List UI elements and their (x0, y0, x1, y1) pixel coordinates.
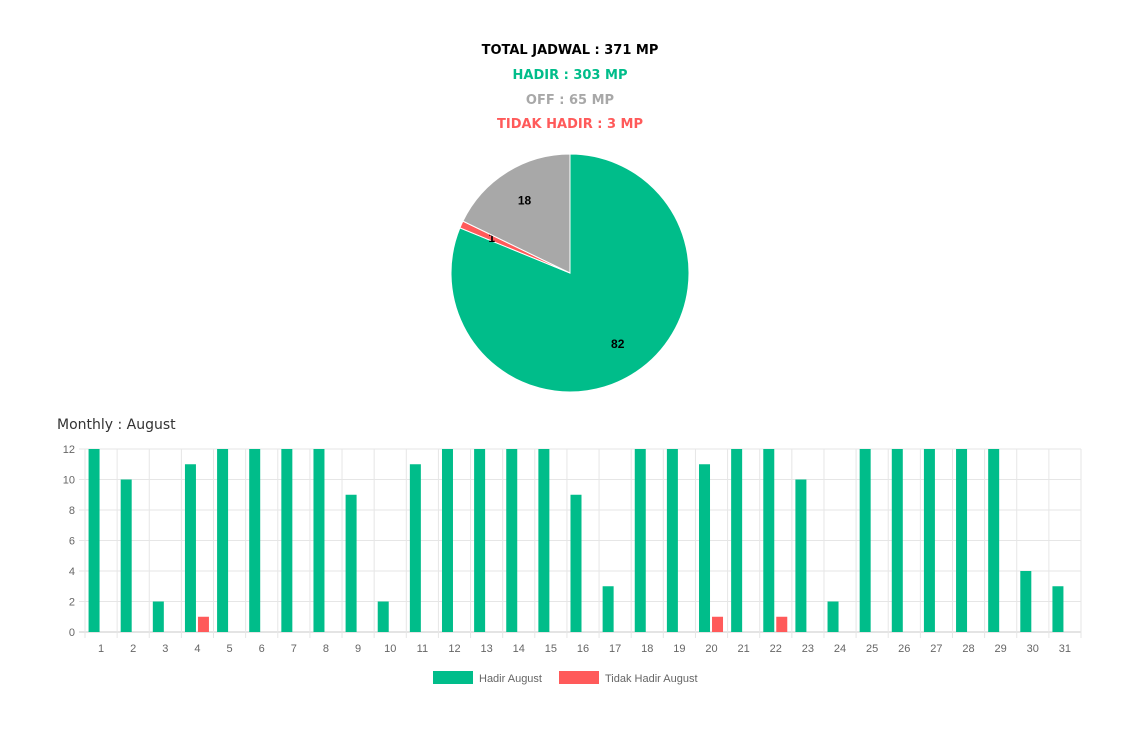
present-bar[interactable] (763, 449, 775, 632)
x-tick-label: 17 (609, 643, 621, 655)
present-bar[interactable] (699, 464, 711, 632)
x-tick-label: 4 (194, 643, 200, 655)
present-bar[interactable] (120, 479, 132, 633)
x-tick-label: 2 (130, 643, 136, 655)
present-bar[interactable] (152, 601, 164, 633)
legend-label[interactable]: Tidak Hadir August (605, 673, 698, 685)
present-bar[interactable] (313, 449, 325, 632)
present-bar[interactable] (506, 449, 518, 632)
present-bar[interactable] (441, 449, 453, 632)
present-bar[interactable] (795, 479, 807, 633)
y-tick-label: 8 (69, 505, 75, 517)
x-tick-label: 26 (898, 643, 910, 655)
x-tick-label: 21 (738, 643, 750, 655)
x-tick-label: 15 (545, 643, 557, 655)
x-tick-label: 13 (480, 643, 492, 655)
off-count-text: OFF : 65 MP (525, 93, 615, 108)
present-bar[interactable] (217, 449, 229, 632)
pie-slice-label: 18 (518, 193, 532, 207)
x-tick-label: 31 (1059, 643, 1071, 655)
present-bar[interactable] (988, 449, 1000, 632)
present-bar[interactable] (1052, 586, 1064, 632)
x-tick-label: 5 (227, 643, 233, 655)
present-bar[interactable] (474, 449, 486, 632)
x-tick-label: 11 (417, 643, 428, 655)
present-bar[interactable] (827, 601, 839, 633)
present-bar[interactable] (1020, 571, 1032, 632)
x-tick-label: 30 (1027, 643, 1039, 655)
y-tick-label: 6 (69, 536, 75, 548)
present-bar[interactable] (956, 449, 968, 632)
present-bar[interactable] (891, 449, 903, 632)
x-tick-label: 9 (355, 643, 361, 655)
present-bar[interactable] (859, 449, 871, 632)
y-tick-label: 10 (63, 475, 75, 487)
x-tick-label: 7 (291, 643, 297, 655)
x-tick-label: 29 (995, 643, 1007, 655)
absent-bar[interactable] (712, 616, 724, 632)
attendance-pie-chart: 82 1 18 (450, 153, 690, 393)
x-tick-label: 18 (641, 643, 653, 655)
legend-swatch (433, 671, 473, 684)
x-tick-label: 25 (866, 643, 878, 655)
y-tick-label: 12 (63, 444, 75, 456)
present-bar[interactable] (377, 601, 389, 633)
x-tick-label: 27 (930, 643, 942, 655)
total-schedule-text: TOTAL JADWAL : 371 MP (481, 43, 659, 58)
y-tick-label: 4 (69, 566, 75, 578)
present-bar[interactable] (602, 586, 614, 632)
x-tick-label: 6 (259, 643, 265, 655)
pie-slice[interactable] (462, 153, 571, 274)
legend-swatch (559, 671, 599, 684)
x-tick-label: 8 (323, 643, 329, 655)
x-tick-label: 10 (384, 643, 396, 655)
present-bar[interactable] (184, 464, 196, 632)
x-tick-label: 23 (802, 643, 814, 655)
x-tick-label: 20 (705, 643, 717, 655)
present-bar[interactable] (281, 449, 293, 632)
monthly-chart-title: Monthly : August (57, 417, 176, 433)
present-bar[interactable] (570, 494, 582, 632)
pie-slice-label: 1 (488, 231, 495, 245)
present-bar[interactable] (634, 449, 646, 632)
x-tick-label: 16 (577, 643, 589, 655)
y-tick-label: 2 (69, 597, 75, 609)
pie-slice-label: 82 (611, 337, 625, 351)
x-tick-label: 22 (770, 643, 782, 655)
present-bar[interactable] (88, 449, 100, 632)
present-bar[interactable] (666, 449, 678, 632)
present-bar[interactable] (731, 449, 743, 632)
absent-count-text: TIDAK HADIR : 3 MP (496, 117, 644, 132)
pie-slice[interactable] (450, 153, 690, 393)
present-bar[interactable] (409, 464, 421, 632)
absent-bar[interactable] (197, 616, 209, 632)
legend-label[interactable]: Hadir August (479, 673, 542, 685)
y-tick-label: 0 (69, 627, 75, 639)
present-count-text: HADIR : 303 MP (512, 68, 628, 83)
x-tick-label: 12 (448, 643, 460, 655)
x-tick-label: 24 (834, 643, 846, 655)
x-tick-label: 28 (962, 643, 974, 655)
x-tick-label: 3 (162, 643, 168, 655)
x-tick-label: 19 (673, 643, 685, 655)
present-bar[interactable] (923, 449, 935, 632)
present-bar[interactable] (345, 494, 357, 632)
x-tick-label: 14 (513, 643, 525, 655)
absent-bar[interactable] (776, 616, 788, 632)
x-tick-label: 1 (98, 643, 104, 655)
present-bar[interactable] (538, 449, 550, 632)
present-bar[interactable] (249, 449, 261, 632)
